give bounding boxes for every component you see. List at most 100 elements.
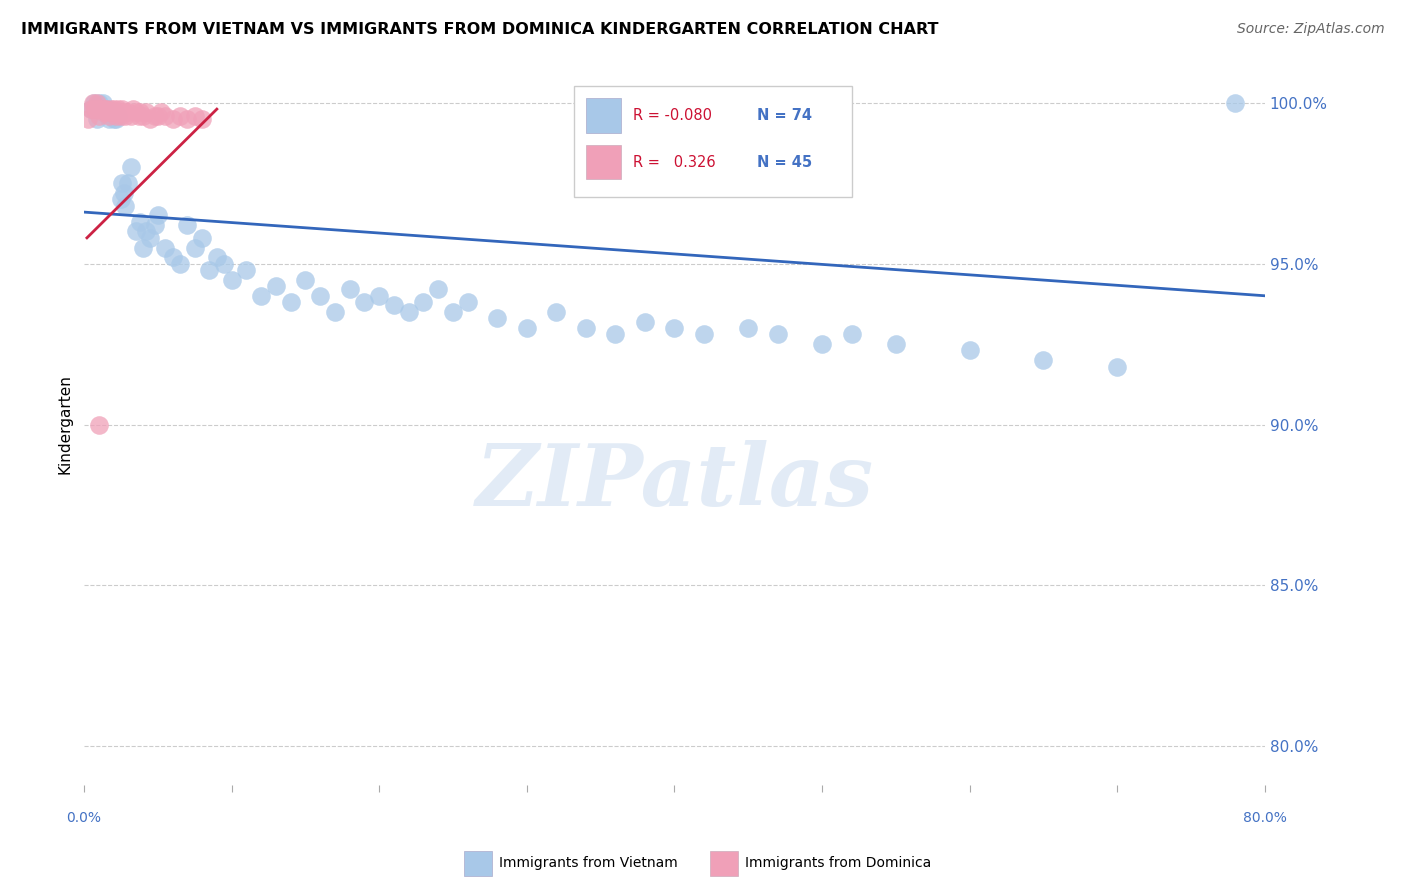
Point bbox=[169, 257, 191, 271]
Point bbox=[93, 102, 115, 116]
Point bbox=[132, 240, 155, 254]
Point bbox=[98, 112, 121, 126]
Text: N = 74: N = 74 bbox=[756, 108, 813, 123]
Point bbox=[86, 95, 108, 110]
Point bbox=[486, 311, 509, 326]
Point bbox=[100, 102, 122, 116]
Bar bbox=[586, 98, 621, 133]
Point bbox=[664, 321, 686, 335]
Point bbox=[129, 105, 152, 120]
Point bbox=[368, 289, 391, 303]
Point bbox=[693, 327, 716, 342]
Point bbox=[176, 112, 198, 126]
Point bbox=[191, 112, 214, 126]
Point bbox=[135, 105, 157, 120]
Point bbox=[176, 218, 198, 232]
Point bbox=[114, 109, 136, 123]
Bar bbox=[586, 145, 621, 179]
Point bbox=[93, 102, 115, 116]
Point bbox=[264, 279, 287, 293]
Point bbox=[221, 273, 243, 287]
Point bbox=[77, 112, 100, 126]
Point bbox=[457, 295, 479, 310]
Point bbox=[89, 102, 111, 116]
Point bbox=[121, 102, 143, 116]
Point bbox=[94, 102, 117, 116]
Point bbox=[117, 176, 139, 190]
Text: 0.0%: 0.0% bbox=[66, 811, 101, 825]
Point bbox=[97, 102, 120, 116]
Point bbox=[86, 112, 108, 126]
Point bbox=[105, 109, 128, 123]
Point bbox=[634, 314, 657, 328]
Point bbox=[153, 240, 176, 254]
Text: IMMIGRANTS FROM VIETNAM VS IMMIGRANTS FROM DOMINICA KINDERGARTEN CORRELATION CHA: IMMIGRANTS FROM VIETNAM VS IMMIGRANTS FR… bbox=[21, 22, 939, 37]
Point bbox=[153, 109, 176, 123]
Point bbox=[80, 102, 103, 116]
Point bbox=[139, 231, 162, 245]
Text: N = 45: N = 45 bbox=[756, 154, 813, 169]
Point bbox=[84, 102, 107, 116]
Point bbox=[398, 305, 420, 319]
Point bbox=[83, 102, 105, 116]
Point bbox=[183, 240, 205, 254]
Point bbox=[575, 321, 598, 335]
Point bbox=[91, 95, 114, 110]
FancyBboxPatch shape bbox=[574, 86, 852, 197]
Point bbox=[412, 295, 434, 310]
Point bbox=[235, 263, 257, 277]
Point bbox=[129, 215, 152, 229]
Point bbox=[111, 102, 134, 116]
Point bbox=[183, 109, 205, 123]
Point bbox=[104, 105, 127, 120]
Point bbox=[766, 327, 789, 342]
Point bbox=[146, 208, 169, 222]
Text: R = -0.080: R = -0.080 bbox=[633, 108, 711, 123]
Point bbox=[101, 109, 124, 123]
Point bbox=[280, 295, 302, 310]
Point bbox=[811, 337, 834, 351]
Point bbox=[382, 298, 405, 312]
Point bbox=[146, 109, 169, 123]
Point bbox=[205, 250, 228, 264]
Point bbox=[143, 218, 166, 232]
Text: 80.0%: 80.0% bbox=[1243, 811, 1286, 825]
Point bbox=[120, 160, 142, 174]
Point bbox=[107, 102, 129, 116]
Point bbox=[149, 105, 172, 120]
Point bbox=[83, 95, 105, 110]
Point bbox=[198, 263, 221, 277]
Point bbox=[103, 102, 125, 116]
Point bbox=[841, 327, 863, 342]
Point bbox=[87, 417, 110, 432]
Point bbox=[884, 337, 907, 351]
Point bbox=[128, 109, 150, 123]
Point bbox=[108, 105, 131, 120]
Point bbox=[1107, 359, 1129, 374]
Point bbox=[143, 109, 166, 123]
Point bbox=[104, 105, 127, 120]
Point bbox=[84, 102, 107, 116]
Point bbox=[162, 112, 184, 126]
Point bbox=[124, 105, 146, 120]
Text: R =   0.326: R = 0.326 bbox=[633, 154, 716, 169]
Point bbox=[90, 102, 112, 116]
Point bbox=[82, 95, 104, 110]
Point bbox=[105, 112, 128, 126]
Point bbox=[97, 105, 120, 120]
Point bbox=[212, 257, 235, 271]
Point bbox=[1032, 353, 1054, 368]
Point bbox=[516, 321, 538, 335]
Point bbox=[294, 273, 316, 287]
Point bbox=[90, 102, 112, 116]
Point bbox=[191, 231, 214, 245]
Point bbox=[103, 112, 125, 126]
Point bbox=[135, 224, 157, 238]
Point bbox=[114, 199, 136, 213]
Point bbox=[124, 224, 146, 238]
Text: Immigrants from Vietnam: Immigrants from Vietnam bbox=[499, 856, 678, 871]
Point bbox=[91, 105, 114, 120]
Text: ZIPatlas: ZIPatlas bbox=[475, 441, 873, 524]
Point bbox=[605, 327, 627, 342]
Point bbox=[132, 109, 155, 123]
